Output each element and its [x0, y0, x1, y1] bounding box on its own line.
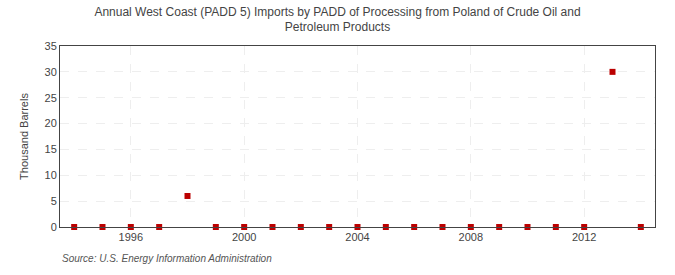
svg-text:Annual West Coast (PADD 5) Imp: Annual West Coast (PADD 5) Imports by PA… — [94, 5, 580, 35]
svg-text:5: 5 — [51, 195, 57, 207]
svg-text:Source: U.S. Energy Informatio: Source: U.S. Energy Information Administ… — [62, 253, 272, 264]
svg-text:2004: 2004 — [345, 231, 369, 243]
svg-text:Thousand Barrels: Thousand Barrels — [18, 93, 30, 180]
svg-text:1996: 1996 — [119, 231, 143, 243]
svg-text:2000: 2000 — [232, 231, 256, 243]
svg-text:15: 15 — [45, 143, 57, 155]
svg-text:35: 35 — [45, 40, 57, 52]
svg-text:25: 25 — [45, 92, 57, 104]
svg-text:2012: 2012 — [572, 231, 596, 243]
svg-text:20: 20 — [45, 117, 57, 129]
svg-text:2008: 2008 — [459, 231, 483, 243]
svg-text:0: 0 — [51, 221, 57, 233]
svg-text:10: 10 — [45, 169, 57, 181]
svg-text:30: 30 — [45, 66, 57, 78]
